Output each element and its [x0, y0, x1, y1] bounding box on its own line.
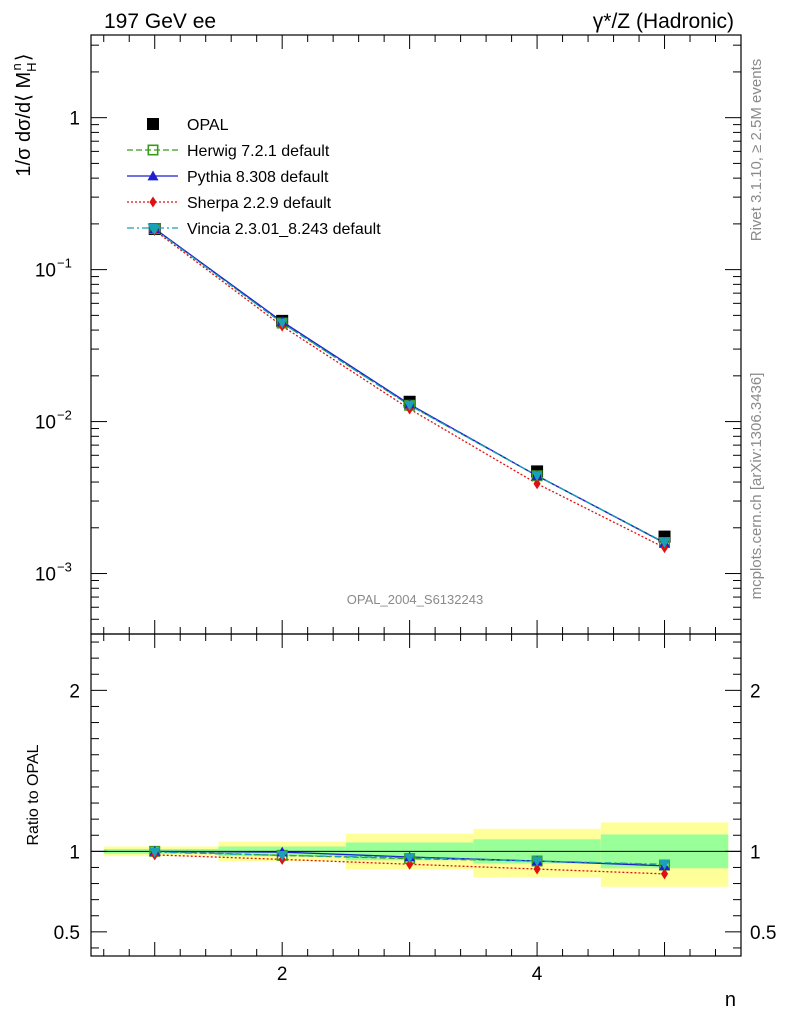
ratio-y-tick-label-right: 2: [750, 681, 761, 702]
legend-entry-pythia-8-308-default: Pythia 8.308 default: [127, 169, 329, 186]
main-point-vincia-2-3-01-8-243-default-4: [531, 471, 543, 482]
y-label-text: 1/σ dσ/d⟨ M: [13, 72, 35, 177]
legend-label: Sherpa 2.2.9 default: [187, 195, 332, 212]
ratio-point-sherpa-2-2-9-default-3: [406, 858, 414, 870]
legend-entry-herwig-7-2-1-default: Herwig 7.2.1 default: [127, 143, 330, 160]
energy-label: 197 GeV ee: [104, 10, 216, 33]
main-point-sherpa-2-2-9-default-4: [533, 478, 541, 490]
ratio-y-axis-label: Ratio to OPAL: [25, 744, 42, 845]
main-y-tick-exponent: −1: [57, 256, 72, 271]
ratio-y-tick-label-left: 1: [69, 842, 80, 863]
legend-label: Vincia 2.3.01_8.243 default: [187, 221, 381, 238]
y-label-superscript: n: [9, 63, 24, 70]
y-label-subscript: H: [24, 62, 39, 71]
ratio-point-vincia-2-3-01-8-243-default-5: [659, 859, 671, 870]
rivet-version-label: Rivet 3.1.10, ≥ 2.5M events: [748, 59, 765, 242]
ratio-y-tick-label-left: 0.5: [54, 923, 80, 944]
ratio-line-sherpa-2-2-9-default: [154, 854, 665, 875]
y-label-close: ⟩: [13, 53, 35, 61]
x-tick-label: 2: [277, 964, 288, 985]
ratio-point-vincia-2-3-01-8-243-default-3: [404, 853, 416, 864]
ratio-point-sherpa-2-2-9-default-4: [533, 863, 541, 875]
main-line-pythia-8-308-default: [154, 228, 665, 544]
ratio-y-tick-label-left: 2: [69, 681, 80, 702]
plot-frames: [90, 34, 742, 957]
main-y-tick-label: 10: [35, 261, 56, 282]
legend-marker: [149, 196, 157, 208]
ratio-point-vincia-2-3-01-8-243-default-2: [276, 850, 288, 861]
process-label: γ*/Z (Hadronic): [593, 10, 734, 33]
legend-marker: [147, 118, 159, 130]
main-line-sherpa-2-2-9-default: [154, 229, 665, 549]
mcplots-label: mcplots.cern.ch [arXiv:1306.3436]: [748, 373, 765, 600]
legend-marker: [147, 170, 159, 181]
legend-label: Pythia 8.308 default: [187, 169, 329, 186]
main-y-tick-label: 1: [69, 109, 80, 130]
ratio-y-tick-label-right: 0.5: [750, 923, 776, 944]
ratio-y-tick-label-right: 1: [750, 842, 761, 863]
legend-label: Herwig 7.2.1 default: [187, 143, 330, 160]
main-y-tick-exponent: −2: [57, 408, 72, 423]
legend-entry-vincia-2-3-01-8-243-default: Vincia 2.3.01_8.243 default: [127, 221, 381, 238]
main-line-herwig-7-2-1-default: [154, 228, 665, 544]
legend-marker: [147, 144, 159, 156]
legend-label: OPAL: [187, 117, 229, 134]
ratio-line-vincia-2-3-01-8-243-default: [154, 851, 665, 865]
axis-tick-labels: 10−310−210 −110.5 0.51 12 22 4: [35, 109, 777, 985]
main-y-tick-label: 10: [35, 565, 56, 586]
x-axis-label: n: [725, 989, 736, 1011]
legend-marker: [147, 223, 159, 234]
ratio-plot-frame: [90, 633, 742, 957]
main-line-vincia-2-3-01-8-243-default: [154, 228, 665, 544]
analysis-watermark: OPAL_2004_S6132243: [347, 592, 483, 607]
main-point-vincia-2-3-01-8-243-default-2: [276, 318, 288, 329]
series-markers: [148, 223, 671, 880]
ratio-uncertainty-bands: [91, 822, 741, 887]
main-point-vincia-2-3-01-8-243-default-3: [404, 400, 416, 411]
axis-ticks: [91, 35, 741, 956]
x-tick-label: 4: [532, 964, 543, 985]
main-y-tick-exponent: −3: [57, 560, 72, 575]
main-y-tick-label: 10: [35, 413, 56, 434]
legend: OPAL Herwig 7.2.1 default Pythia 8.308 def…: [127, 117, 381, 238]
legend-entry-opal: OPAL: [147, 117, 229, 134]
ratio-point-vincia-2-3-01-8-243-default-1: [149, 847, 161, 858]
ratio-point-vincia-2-3-01-8-243-default-4: [531, 856, 543, 867]
legend-entry-sherpa-2-2-9-default: Sherpa 2.2.9 default: [127, 195, 332, 212]
main-point-vincia-2-3-01-8-243-default-5: [659, 538, 671, 549]
series-lines: [154, 228, 665, 875]
main-y-axis-label: 1/σ dσ/d⟨ MHn ⟩: [9, 53, 39, 176]
ratio-point-sherpa-2-2-9-default-5: [660, 868, 669, 880]
